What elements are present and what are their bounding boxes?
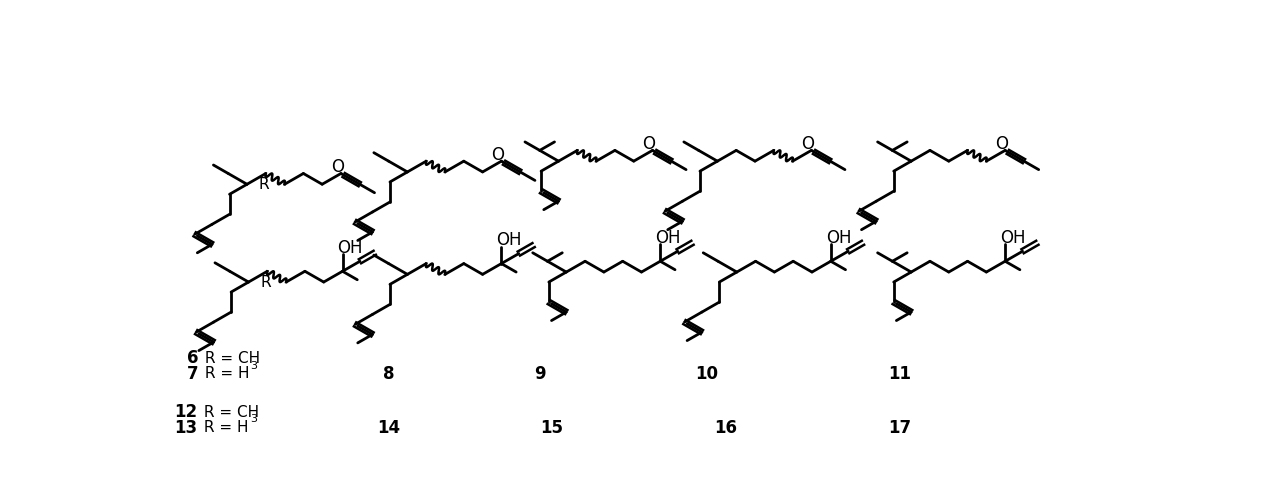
Text: 3: 3	[250, 415, 257, 425]
Text: O: O	[801, 135, 814, 153]
Text: 3: 3	[250, 361, 257, 371]
Text: O: O	[492, 146, 504, 164]
Text: R = H: R = H	[200, 366, 250, 381]
Text: 17: 17	[888, 419, 911, 436]
Text: 14: 14	[378, 419, 401, 436]
Text: 6: 6	[187, 349, 198, 367]
Text: OH: OH	[1000, 229, 1025, 247]
Text: 16: 16	[714, 419, 737, 436]
Text: R = H: R = H	[198, 420, 248, 435]
Text: O: O	[643, 135, 655, 153]
Text: 13: 13	[174, 419, 197, 436]
Text: 12: 12	[174, 403, 197, 421]
Text: 7: 7	[187, 365, 198, 383]
Text: 8: 8	[383, 365, 394, 383]
Text: OH: OH	[497, 232, 522, 249]
Text: 9: 9	[534, 365, 545, 383]
Text: 15: 15	[540, 419, 563, 436]
Text: R = CH: R = CH	[200, 351, 260, 366]
Text: O: O	[995, 135, 1009, 153]
Text: OH: OH	[338, 239, 364, 257]
Text: OH: OH	[655, 229, 681, 247]
Text: 10: 10	[695, 365, 718, 383]
Text: R = CH: R = CH	[198, 405, 259, 420]
Text: R: R	[259, 177, 270, 192]
Text: OH: OH	[826, 229, 851, 247]
Text: R: R	[260, 275, 271, 290]
Text: O: O	[332, 158, 344, 176]
Text: 11: 11	[888, 365, 911, 383]
